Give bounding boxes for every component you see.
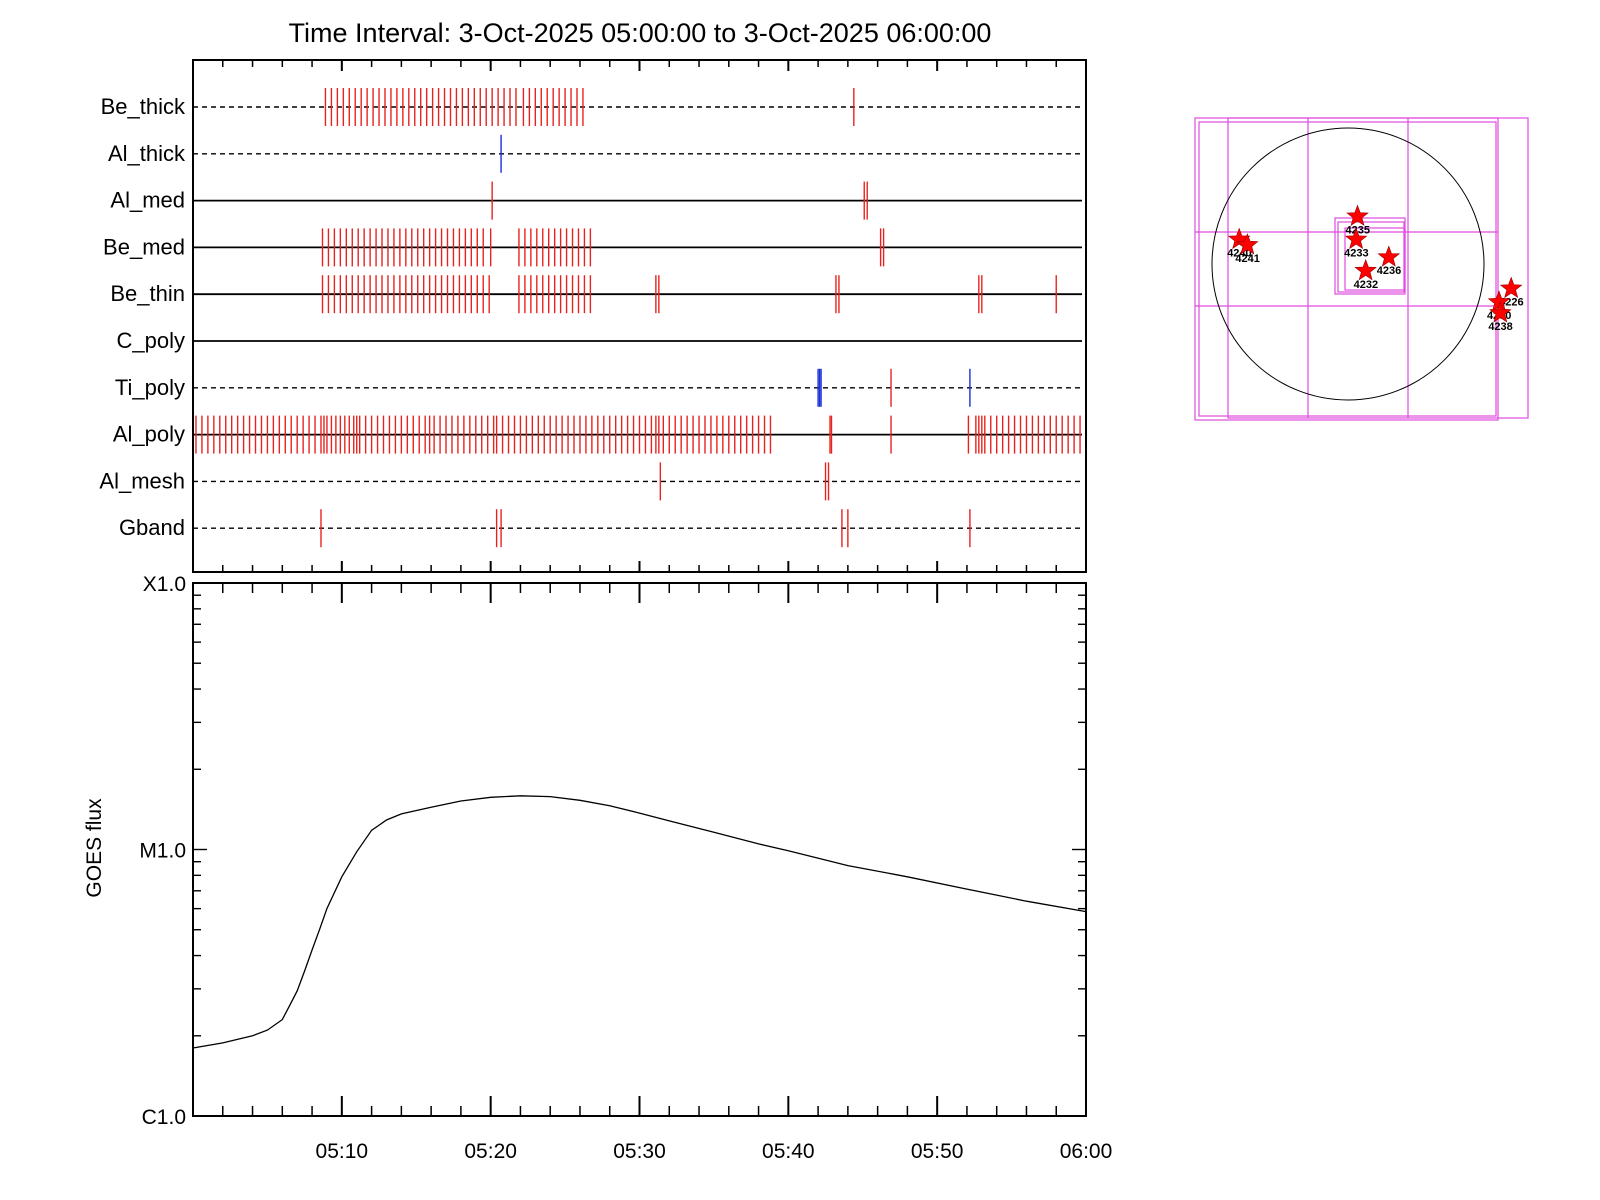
region-star-marker: [1499, 276, 1523, 299]
goes-frame: [192, 582, 1087, 1117]
goes-x-tick-label: 05:50: [911, 1140, 964, 1163]
row-label-be-thin: Be_thin: [110, 281, 185, 306]
region-label: 4238: [1488, 321, 1512, 333]
region-label: 4232: [1354, 279, 1378, 291]
figure-title: Time Interval: 3-Oct-2025 05:00:00 to 3-…: [289, 18, 992, 48]
goes-y-tick-label: C1.0: [142, 1106, 186, 1129]
row-label-al-poly: Al_poly: [113, 422, 185, 447]
fov-box-small: [1344, 227, 1406, 291]
goes-x-tick-label: 06:00: [1060, 1140, 1113, 1163]
row-label-al-thick: Al_thick: [108, 141, 186, 166]
region-star-marker: [1489, 301, 1512, 323]
fov-box: [1198, 121, 1497, 417]
region-star-marker: [1344, 227, 1368, 250]
row-label-c-poly: C_poly: [117, 328, 185, 353]
row-label-be-thick: Be_thick: [101, 94, 186, 119]
row-label-al-med: Al_med: [110, 188, 185, 213]
goes-x-tick-label: 05:20: [464, 1140, 517, 1163]
region-label: 4241: [1235, 253, 1259, 265]
row-label-ti-poly: Ti_poly: [115, 375, 185, 400]
timeline-frame: [192, 59, 1087, 573]
region-star-marker: [1377, 245, 1401, 267]
region-star-marker: [1236, 233, 1259, 255]
row-label-gband: Gband: [119, 515, 185, 540]
goes-panel: C1.0 M1.0 X1.0 05:10 05:20 05:30 05:40 05:50 06:…: [83, 573, 1112, 1163]
goes-x-tick-label: 05:30: [613, 1140, 666, 1163]
timeline-x-ticks: [222, 60, 1057, 572]
goes-y-tick-label: M1.0: [139, 840, 186, 863]
fov-box-small: [1337, 221, 1405, 293]
goes-x-tick-label: 05:10: [316, 1140, 369, 1163]
goes-x-tick-label: 05:40: [762, 1140, 815, 1163]
solar-disk-locator-panel: 424042414235423342364232422642304238: [1194, 117, 1529, 421]
timeline-rows: Be_thick Al_thick Al_med Be_med Be_thin C_pol…: [99, 88, 1082, 548]
region-label: 4235: [1346, 224, 1370, 236]
region-star-marker: [1354, 258, 1377, 281]
row-label-be-med: Be_med: [103, 234, 185, 259]
region-label: 4236: [1377, 265, 1401, 277]
timeline-panel: Be_thick Al_thick Al_med Be_med Be_thin C_pol…: [99, 59, 1087, 573]
fov-box: [1227, 117, 1529, 419]
region-label: 4233: [1344, 248, 1368, 260]
region-star-marker: [1346, 204, 1369, 226]
row-label-al-mesh: Al_mesh: [99, 468, 185, 493]
solar-disk-limb: [1211, 127, 1485, 401]
goes-axes: C1.0 M1.0 X1.0 05:10 05:20 05:30 05:40 05:50 06:…: [139, 573, 1112, 1163]
fov-box: [1194, 117, 1499, 421]
goes-y-axis-label: GOES flux: [83, 798, 106, 898]
goes-y-tick-label: X1.0: [143, 573, 186, 596]
goes-flux-line: [192, 795, 1087, 1049]
